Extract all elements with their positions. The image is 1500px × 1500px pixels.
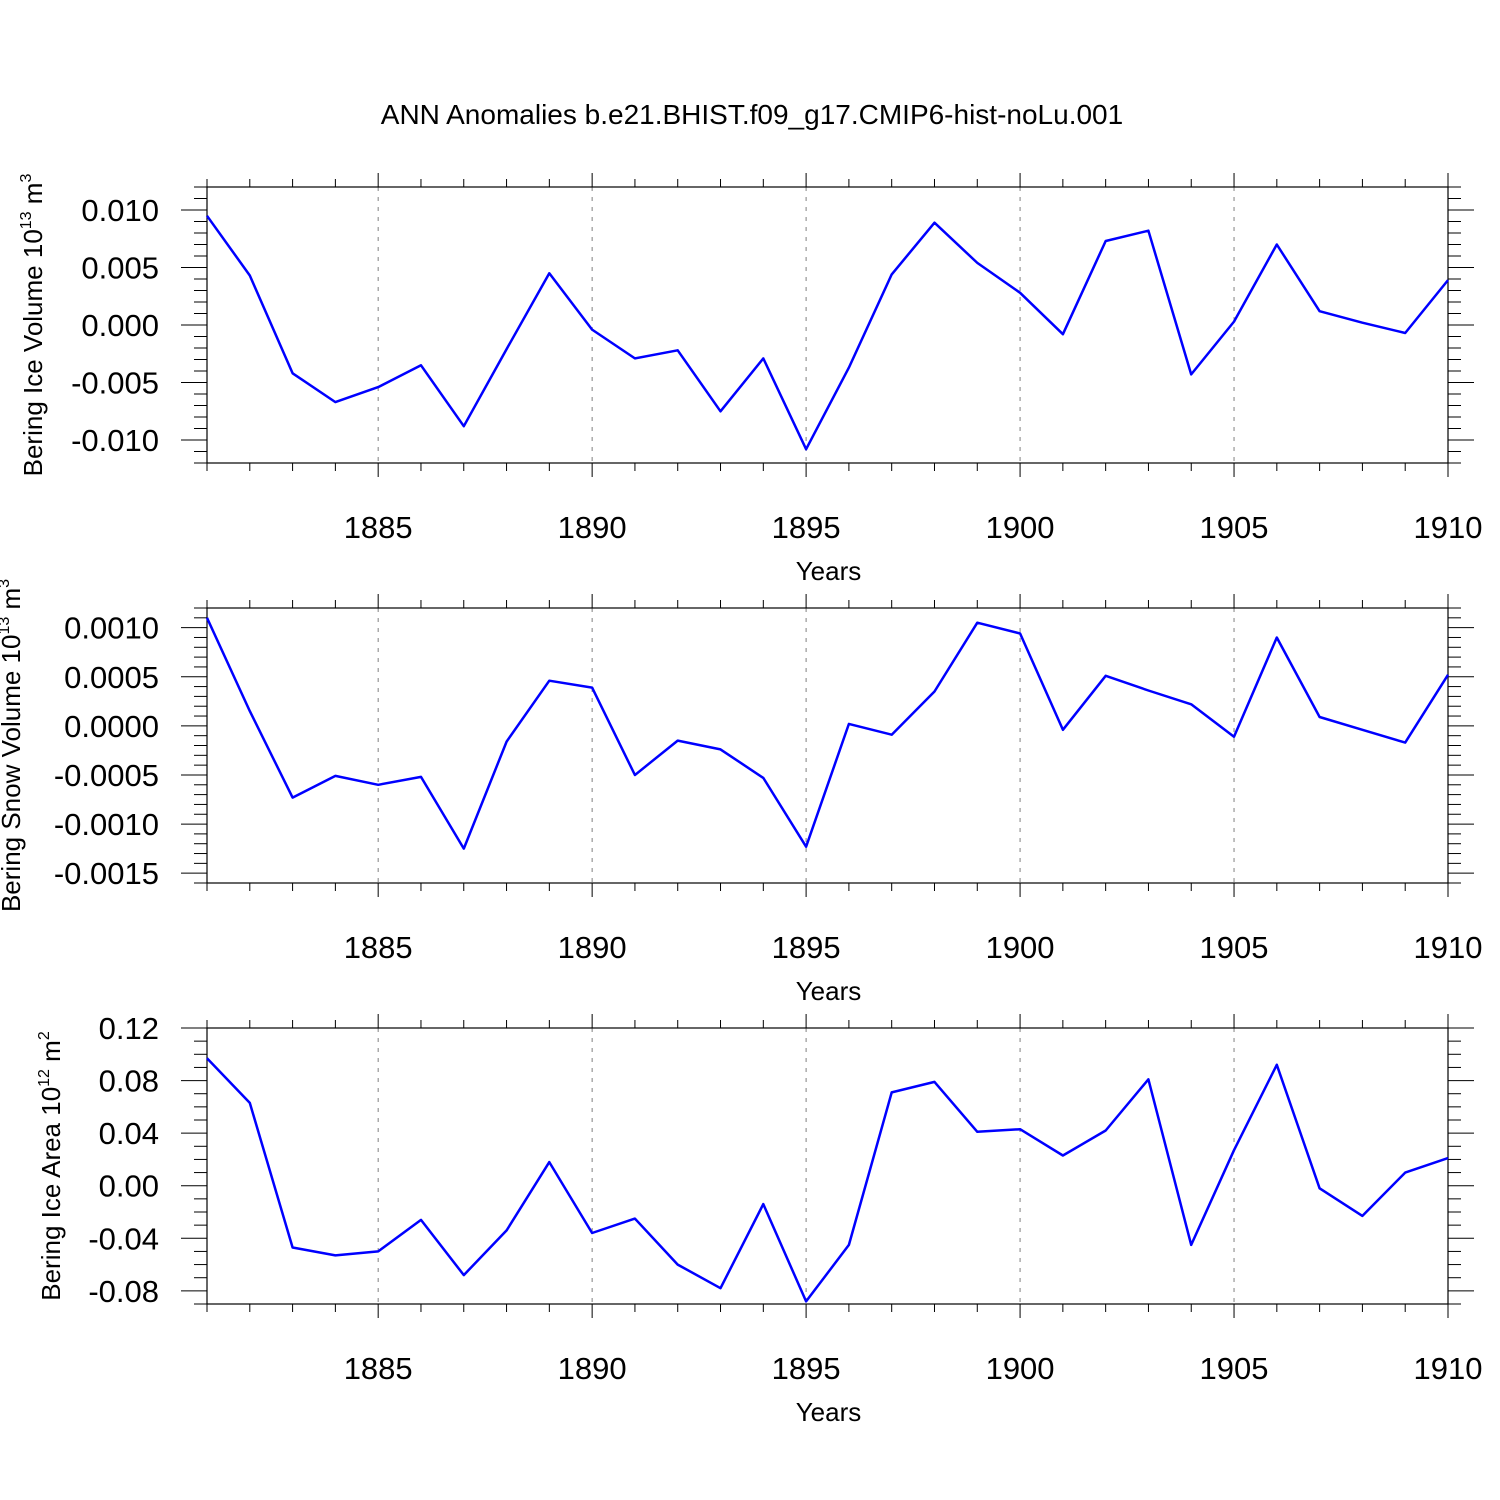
y-axis-title: Bering Ice Area 1012 m2 [36, 1031, 66, 1301]
x-tick-label: 1905 [1200, 1351, 1269, 1386]
panel-3: 1885 1890 1895 1900 1905 1910 Years -0.08 -0.04 0… [36, 1011, 1482, 1427]
y-tick-label: -0.04 [88, 1221, 159, 1256]
y-tick-label: 0.12 [99, 1011, 159, 1046]
x-tick-label: 1910 [1414, 930, 1483, 965]
x-tick-label: 1885 [344, 1351, 413, 1386]
y-axis-title-exponent: 12 [36, 1069, 53, 1087]
y-tick-label: -0.010 [71, 423, 159, 458]
x-tick-label: 1905 [1200, 510, 1269, 545]
plot-frame [206, 1027, 1449, 1305]
x-tick-label: 1895 [772, 510, 841, 545]
y-axis-title-unit: m [36, 1040, 66, 1069]
panels: 1885 1890 1895 1900 1905 1910 Years -0.010 -0.00… [0, 173, 1482, 1427]
x-axis-title: Years [796, 556, 862, 586]
x-axis-title: Years [796, 1397, 862, 1427]
series-line [205, 617, 1450, 850]
y-axis-title-unit: m [18, 183, 48, 212]
panel-1: 1885 1890 1895 1900 1905 1910 Years -0.010 -0.00… [18, 173, 1482, 586]
y-axis-title-unit: m [0, 588, 26, 617]
y-tick-label: 0.00 [99, 1169, 159, 1204]
y-axis-title-main: Bering Ice Area 10 [36, 1087, 66, 1301]
y-tick-label: -0.0015 [54, 856, 159, 891]
x-axis-title: Years [796, 976, 862, 1006]
y-tick-label: 0.08 [99, 1064, 159, 1099]
y-tick-label: -0.08 [88, 1274, 159, 1309]
y-tick-label: 0.0005 [64, 660, 159, 695]
y-axis-title-unit-exponent: 3 [18, 174, 35, 183]
y-axis-title-main: Bering Ice Volume 10 [18, 229, 48, 476]
y-axis-title-unit-exponent: 3 [0, 579, 13, 588]
y-tick-label: 0.0000 [64, 709, 159, 744]
x-tick-label: 1885 [344, 510, 413, 545]
x-tick-label: 1890 [558, 1351, 627, 1386]
x-tick-label: 1900 [986, 930, 1055, 965]
x-tick-label: 1895 [772, 930, 841, 965]
y-axis-title: Bering Snow Volume 1013 m3 [0, 579, 26, 912]
y-axis-title: Bering Ice Volume 1013 m3 [18, 174, 48, 477]
y-tick-label: 0.010 [81, 193, 159, 228]
y-axis-title-main: Bering Snow Volume 10 [0, 635, 26, 913]
plot-frame [206, 186, 1449, 464]
y-tick-label: -0.0005 [54, 758, 159, 793]
chart-title: ANN Anomalies b.e21.BHIST.f09_g17.CMIP6-… [381, 99, 1123, 130]
y-axis-title-exponent: 13 [18, 211, 35, 229]
x-tick-label: 1890 [558, 930, 627, 965]
x-tick-label: 1910 [1414, 510, 1483, 545]
y-tick-label: -0.005 [71, 366, 159, 401]
x-tick-label: 1890 [558, 510, 627, 545]
series-line [206, 1057, 1449, 1303]
y-tick-label: 0.0010 [64, 611, 159, 646]
series-line [205, 215, 1449, 451]
y-tick-label: 0.000 [81, 308, 159, 343]
x-tick-label: 1900 [986, 1351, 1055, 1386]
x-tick-label: 1910 [1414, 1351, 1483, 1386]
y-tick-label: 0.04 [99, 1116, 159, 1151]
plot-frame [206, 607, 1449, 884]
panel-2: 1885 1890 1895 1900 1905 1910 Years -0.0015 -0.0… [0, 579, 1482, 1006]
y-tick-label: -0.0010 [54, 807, 159, 842]
x-tick-label: 1905 [1200, 930, 1269, 965]
y-axis-title-unit-exponent: 2 [36, 1031, 53, 1040]
x-tick-label: 1900 [986, 510, 1055, 545]
y-axis-title-exponent: 13 [0, 617, 13, 635]
x-tick-label: 1885 [344, 930, 413, 965]
x-tick-label: 1895 [772, 1351, 841, 1386]
y-tick-label: 0.005 [81, 251, 159, 286]
